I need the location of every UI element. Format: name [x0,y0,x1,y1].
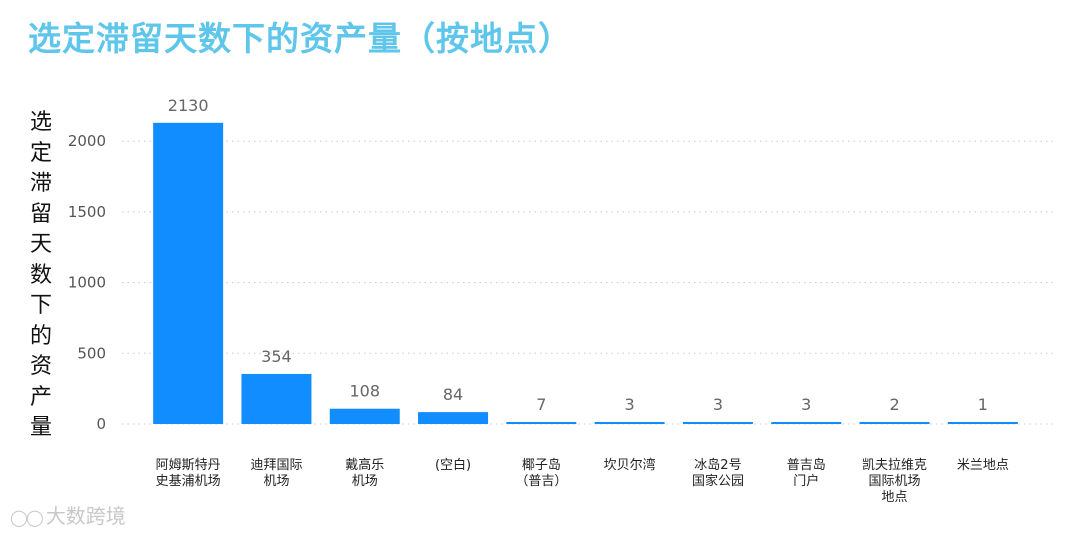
data-label: 2 [889,395,899,414]
x-tick-label: 普吉岛门户 [787,457,826,489]
y-tick-label: 1500 [68,203,106,221]
data-label: 108 [349,382,380,401]
y-tick-label: 1000 [68,274,106,292]
y-axis-label: 选定滞留天数下的资产量 [29,110,52,440]
x-tick-label: 坎贝尔湾 [604,457,656,473]
data-label: 3 [713,395,723,414]
x-tick-label-line: 国际机场 [869,474,921,489]
x-tick-label-line: 冰岛2号 [694,457,741,473]
x-tick-label-line: 迪拜国际 [250,458,302,473]
x-tick-label-line: (空白) [435,457,471,473]
watermark-text: 大数跨境 [45,504,126,528]
x-tick-label: 椰子岛（普吉） [515,457,567,489]
x-tick-label-line: （普吉） [515,474,567,489]
bar [682,422,753,424]
watermark: ◯◯ 大数跨境 [10,500,126,529]
bar [859,422,930,424]
data-label: 354 [261,347,292,366]
x-tick-label: 冰岛2号国家公园 [692,457,744,489]
bar [418,412,489,424]
x-tick-label-line: 普吉岛 [787,457,826,473]
data-label: 1 [978,395,988,414]
bar [594,422,665,424]
x-tick-label-line: 戴高乐 [345,457,384,473]
x-tick-label: 戴高乐机场 [345,457,384,489]
x-tick-label-line: 国家公园 [692,473,744,489]
x-tick-label-line: 阿姆斯特丹 [156,458,221,473]
x-tick-label-line: 凯夫拉维克 [862,458,927,473]
x-tick-label-line: 史基浦机场 [156,474,221,489]
bar [329,408,400,424]
bar [506,422,577,424]
chart-title: 选定滞留天数下的资产量（按地点） [28,19,572,58]
data-label: 2130 [168,96,209,115]
bar [947,422,1018,424]
data-label: 3 [625,395,635,414]
y-tick-label: 500 [77,344,106,362]
x-tick-label-line: 机场 [263,474,289,489]
x-tick-label: 米兰地点 [957,458,1009,473]
x-tick-label-line: 地点 [882,490,908,505]
x-tick-label-line: 椰子岛 [522,457,561,473]
bar [241,373,312,424]
y-tick-label: 2000 [68,132,106,150]
x-tick-label: (空白) [435,457,471,473]
x-tick-label: 阿姆斯特丹史基浦机场 [156,458,221,489]
bar [153,122,224,425]
x-tick-label-line: 坎贝尔湾 [604,457,656,473]
x-tick-label-line: 机场 [352,474,378,489]
data-label: 7 [536,395,546,414]
data-label: 84 [443,385,463,404]
x-tick-label-line: 米兰地点 [957,458,1009,473]
data-label: 3 [801,395,811,414]
x-tick-label: 凯夫拉维克国际机场地点 [862,458,927,505]
chat-bubbles-icon: ◯◯ [10,508,44,527]
x-tick-label: 迪拜国际机场 [250,458,302,489]
bar [771,422,842,424]
x-tick-label-line: 门户 [793,473,819,489]
y-tick-label: 0 [96,415,106,433]
